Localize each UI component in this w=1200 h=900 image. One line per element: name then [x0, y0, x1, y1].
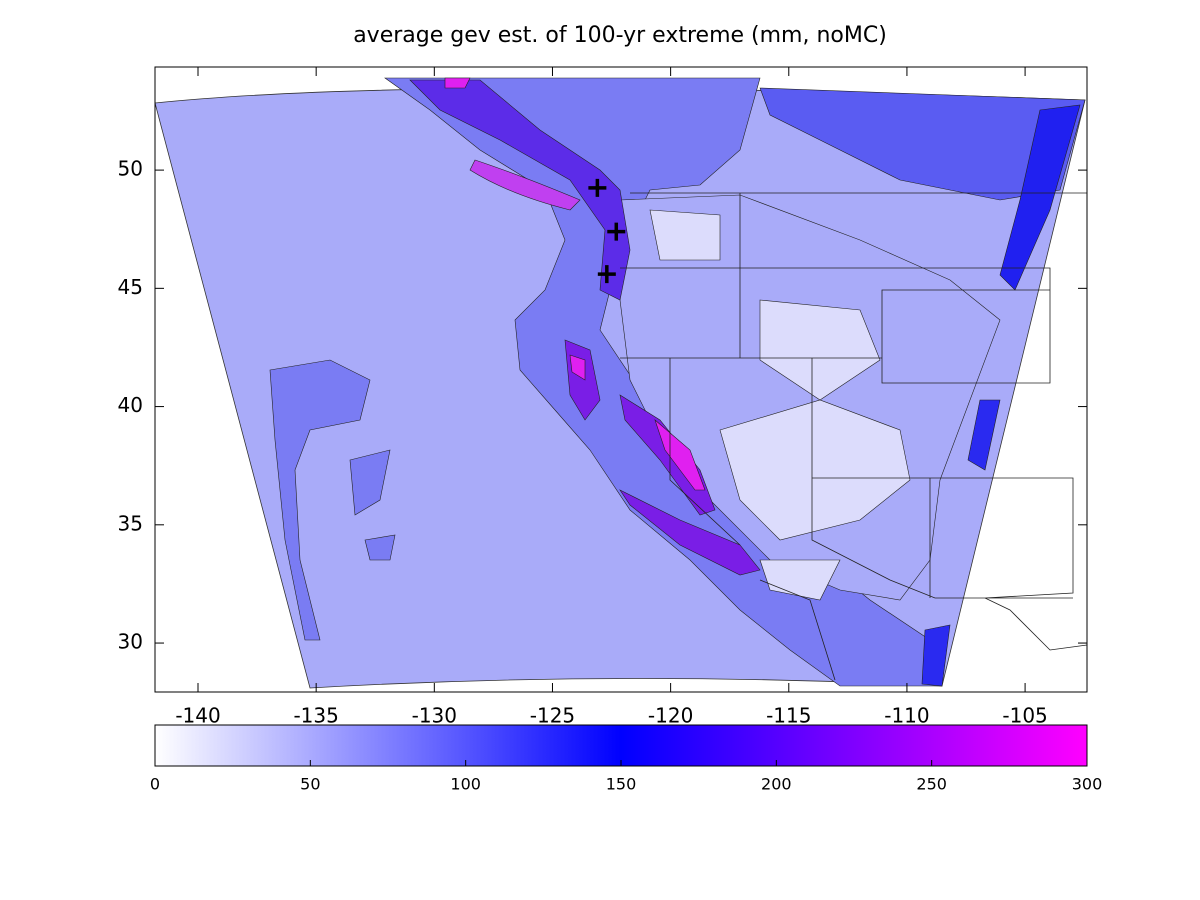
ticks: -140 -135 -130 -125 -120 -115 -110 -105 30 35 40 45… — [118, 67, 1087, 728]
colorbar-tick-label: 300 — [1072, 775, 1103, 794]
colorbar — [154, 724, 1088, 767]
y-tick-label: 30 — [118, 630, 143, 654]
x-tick-label: -105 — [1002, 704, 1047, 728]
northeast-band — [759, 87, 1086, 201]
map — [155, 77, 1087, 689]
x-tick-label: -120 — [648, 704, 693, 728]
peaks — [444, 77, 706, 491]
colorbar-tick-label: 150 — [606, 775, 637, 794]
axes-box — [154, 66, 1088, 693]
ocean-highs — [269, 359, 396, 641]
sierra-highs — [564, 339, 761, 576]
site-marker — [588, 178, 607, 197]
y-tick-label: 35 — [118, 511, 143, 535]
vancouver-island — [469, 159, 581, 211]
borders — [620, 192, 1087, 681]
colorbar-ticks: 0 50 100 150 200 250 300 — [150, 760, 1102, 794]
x-tick-label: -140 — [175, 704, 220, 728]
site-marker — [607, 222, 626, 241]
y-tick-label: 45 — [118, 275, 143, 299]
x-tick-label: -130 — [412, 704, 457, 728]
low-value-areas — [649, 209, 911, 601]
markers — [588, 178, 626, 284]
chart-title: average gev est. of 100-yr extreme (mm, … — [353, 23, 887, 48]
site-marker — [597, 265, 616, 284]
x-tick-label: -125 — [530, 704, 575, 728]
y-tick-label: 50 — [118, 157, 143, 181]
colorbar-tick-label: 200 — [761, 775, 792, 794]
eastern-highs — [921, 399, 1001, 687]
colorbar-tick-label: 50 — [300, 775, 320, 794]
x-tick-label: -115 — [766, 704, 811, 728]
colorbar-tick-label: 250 — [916, 775, 947, 794]
x-tick-label: -110 — [884, 704, 929, 728]
y-tick-label: 40 — [118, 393, 143, 417]
x-tick-label: -135 — [293, 704, 338, 728]
colorbar-tick-label: 100 — [450, 775, 481, 794]
colorbar-tick-label: 0 — [150, 775, 160, 794]
interior — [619, 194, 1001, 601]
